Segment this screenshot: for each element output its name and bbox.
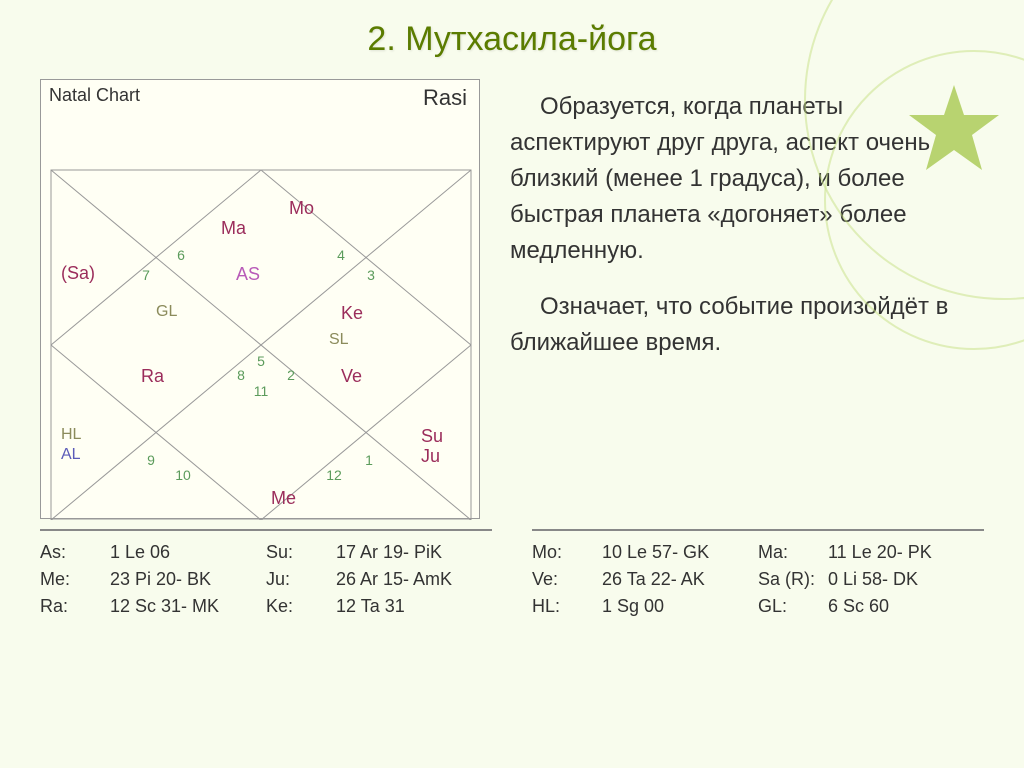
cell-value: 11 Le 20- PK [828, 542, 932, 563]
planet-label: AS [236, 264, 260, 285]
cell-value: 1 Sg 00 [602, 596, 664, 617]
svg-text:3: 3 [367, 267, 375, 283]
planet-label: GL [156, 303, 177, 321]
planet-label: Ra [141, 366, 164, 387]
table-cell: Ju:26 Ar 15- AmK [266, 566, 492, 593]
cell-value: 12 Ta 31 [336, 596, 405, 617]
svg-text:5: 5 [257, 353, 265, 369]
cell-label: As: [40, 542, 110, 563]
svg-text:9: 9 [147, 452, 155, 468]
data-tables: As:1 Le 06Su:17 Ar 19- PiKMe:23 Pi 20- B… [0, 529, 1024, 620]
planet-label: Me [271, 488, 296, 509]
star-decoration [904, 80, 1004, 180]
cell-label: Ke: [266, 596, 336, 617]
planet-label: SL [329, 331, 349, 349]
table-row: Me:23 Pi 20- BKJu:26 Ar 15- AmK [40, 566, 492, 593]
cell-value: 23 Pi 20- BK [110, 569, 211, 590]
svg-text:2: 2 [287, 367, 295, 383]
chart-svg: 6 4 7 3 85 2 11 9 1 10 12 [41, 80, 481, 520]
chart-type-label: Rasi [423, 85, 467, 111]
table-cell: Su:17 Ar 19- PiK [266, 539, 492, 566]
cell-label: Me: [40, 569, 110, 590]
svg-text:10: 10 [175, 467, 191, 483]
table-row: Mo:10 Le 57- GKMa:11 Le 20- PK [532, 539, 984, 566]
cell-label: Ve: [532, 569, 602, 590]
cell-label: HL: [532, 596, 602, 617]
planet-label: Ma [221, 218, 246, 239]
planet-label: Mo [289, 198, 314, 219]
svg-text:6: 6 [177, 247, 185, 263]
table-cell: Mo:10 Le 57- GK [532, 539, 758, 566]
planet-table-2: Mo:10 Le 57- GKMa:11 Le 20- PKVe:26 Ta 2… [532, 529, 984, 620]
table-cell: GL:6 Sc 60 [758, 593, 984, 620]
table-row: As:1 Le 06Su:17 Ar 19- PiK [40, 539, 492, 566]
rasi-chart: 6 4 7 3 85 2 11 9 1 10 12 Natal Chart Rasi Mo Ma AS (… [40, 79, 480, 519]
cell-value: 26 Ar 15- AmK [336, 569, 452, 590]
planet-table-1: As:1 Le 06Su:17 Ar 19- PiKMe:23 Pi 20- B… [40, 529, 492, 620]
table-cell: Sa (R):0 Li 58- DK [758, 566, 984, 593]
cell-label: Mo: [532, 542, 602, 563]
planet-label: Su [421, 426, 443, 447]
table-cell: Me:23 Pi 20- BK [40, 566, 266, 593]
cell-label: Ju: [266, 569, 336, 590]
cell-value: 26 Ta 22- AK [602, 569, 705, 590]
table-cell: HL:1 Sg 00 [532, 593, 758, 620]
planet-label: (Sa) [61, 263, 95, 284]
table-row: Ve:26 Ta 22- AKSa (R):0 Li 58- DK [532, 566, 984, 593]
planet-label: HL [61, 426, 81, 444]
svg-text:1: 1 [365, 452, 373, 468]
svg-text:4: 4 [337, 247, 345, 263]
cell-label: GL: [758, 596, 828, 617]
cell-label: Su: [266, 542, 336, 563]
cell-label: Sa (R): [758, 569, 828, 590]
table-cell: Ve:26 Ta 22- AK [532, 566, 758, 593]
cell-value: 0 Li 58- DK [828, 569, 918, 590]
cell-value: 6 Sc 60 [828, 596, 889, 617]
cell-label: Ma: [758, 542, 828, 563]
chart-title-label: Natal Chart [49, 85, 140, 106]
svg-text:11: 11 [254, 383, 269, 399]
planet-label: Ve [341, 366, 362, 387]
cell-value: 12 Sc 31- MK [110, 596, 219, 617]
table-cell: Ma:11 Le 20- PK [758, 539, 984, 566]
cell-value: 10 Le 57- GK [602, 542, 709, 563]
table-row: Ra:12 Sc 31- MKKe:12 Ta 31 [40, 593, 492, 620]
planet-label: Ju [421, 446, 440, 467]
svg-text:8: 8 [237, 367, 245, 383]
planet-label: Ke [341, 303, 363, 324]
table-row: HL:1 Sg 00GL:6 Sc 60 [532, 593, 984, 620]
table-cell: Ke:12 Ta 31 [266, 593, 492, 620]
planet-label: AL [61, 446, 81, 464]
cell-value: 17 Ar 19- PiK [336, 542, 442, 563]
cell-label: Ra: [40, 596, 110, 617]
table-cell: Ra:12 Sc 31- MK [40, 593, 266, 620]
table-cell: As:1 Le 06 [40, 539, 266, 566]
svg-text:12: 12 [326, 467, 342, 483]
cell-value: 1 Le 06 [110, 542, 170, 563]
svg-text:7: 7 [142, 267, 150, 283]
